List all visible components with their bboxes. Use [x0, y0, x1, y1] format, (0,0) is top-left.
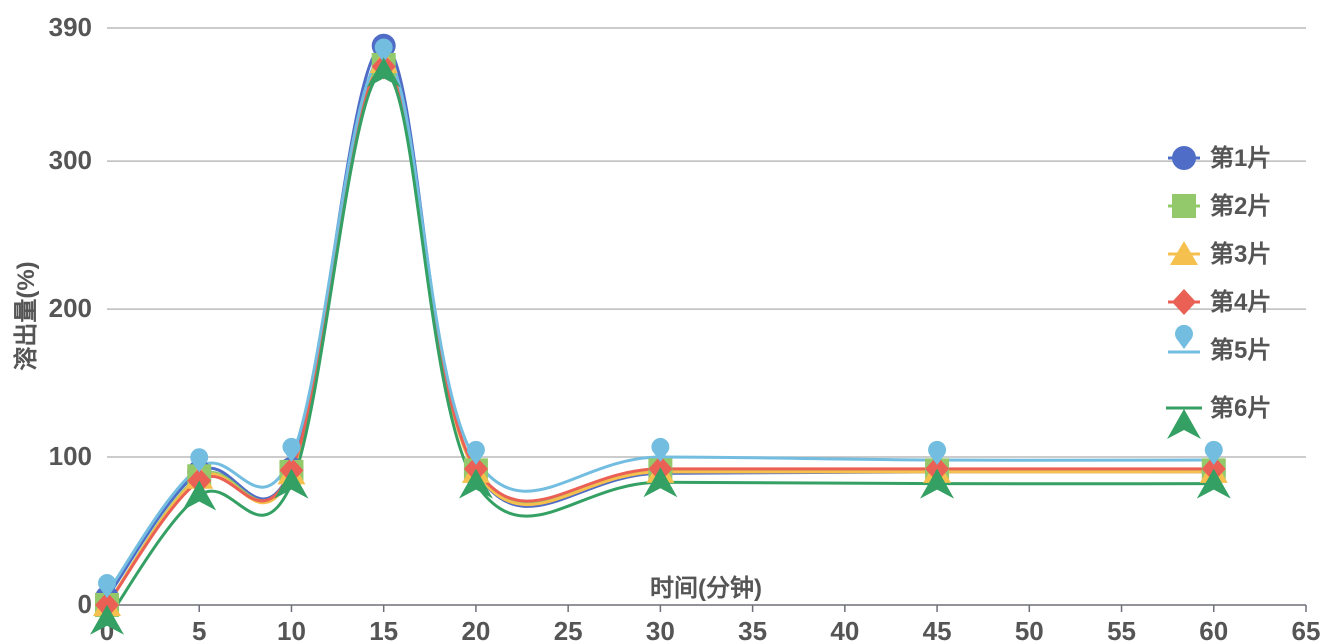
y-axis-title: 溶出量(%)	[12, 261, 40, 370]
data-point	[920, 468, 955, 499]
x-tick-label: 50	[1015, 616, 1044, 642]
x-tick-label: 35	[738, 616, 767, 642]
y-tick-label: 100	[49, 441, 92, 471]
legend-marker	[1167, 409, 1201, 439]
data-point	[643, 467, 678, 498]
x-tick-label: 45	[923, 616, 952, 642]
legend-item: 第3片	[1168, 240, 1271, 268]
grid-layer	[107, 27, 1306, 458]
y-tick-label: 200	[49, 293, 92, 323]
legend-marker	[1172, 146, 1196, 170]
y-tick-label: 390	[49, 12, 92, 42]
x-tick-label: 60	[1199, 616, 1228, 642]
legend-item: 第6片	[1166, 394, 1271, 439]
data-point	[374, 38, 393, 63]
legend-marker	[1170, 241, 1198, 265]
data-point	[458, 468, 493, 499]
series-line	[105, 70, 1214, 621]
legend-marker	[1172, 194, 1196, 218]
legend-label: 第3片	[1210, 240, 1271, 268]
data-point	[651, 437, 670, 463]
x-axis-title: 时间(分钟)	[650, 575, 762, 602]
legend-item: 第4片	[1168, 288, 1271, 316]
data-point	[282, 437, 301, 463]
series-line	[105, 64, 1214, 606]
data-point	[274, 468, 309, 499]
x-tick-label: 30	[646, 616, 675, 642]
x-tick-label: 65	[1292, 616, 1321, 642]
legend-label: 第5片	[1210, 336, 1271, 364]
y-tick-label: 0	[78, 589, 92, 619]
x-tick-label: 25	[554, 616, 583, 642]
data-point	[190, 448, 209, 473]
data-point	[466, 440, 485, 466]
legend-label: 第1片	[1210, 144, 1271, 172]
x-tick-label: 10	[277, 616, 306, 642]
legend-label: 第4片	[1210, 288, 1271, 316]
data-point	[928, 440, 947, 466]
x-tick-label: 5	[192, 616, 206, 642]
legend-label: 第6片	[1210, 394, 1271, 422]
x-tick-label: 20	[461, 616, 490, 642]
data-point	[90, 604, 124, 635]
series-line	[105, 56, 1214, 595]
legend-label: 第2片	[1210, 192, 1271, 220]
series-line	[105, 60, 1214, 606]
data-point	[1204, 440, 1223, 466]
series-line	[105, 63, 1214, 606]
legend-item: 第5片	[1168, 324, 1271, 364]
legend-marker	[1175, 324, 1193, 349]
series-layer	[90, 33, 1231, 635]
series-line	[105, 44, 1214, 599]
y-tick-label: 300	[49, 145, 92, 175]
data-point	[1196, 468, 1231, 499]
x-tick-label: 40	[830, 616, 859, 642]
x-tick-label: 55	[1107, 616, 1136, 642]
legend-item: 第1片	[1168, 144, 1271, 172]
data-point	[366, 57, 401, 88]
x-tick-label: 15	[369, 616, 398, 642]
data-point	[98, 574, 116, 599]
legend-item: 第2片	[1168, 192, 1271, 220]
legend-marker	[1172, 289, 1196, 315]
data-point	[182, 480, 217, 511]
